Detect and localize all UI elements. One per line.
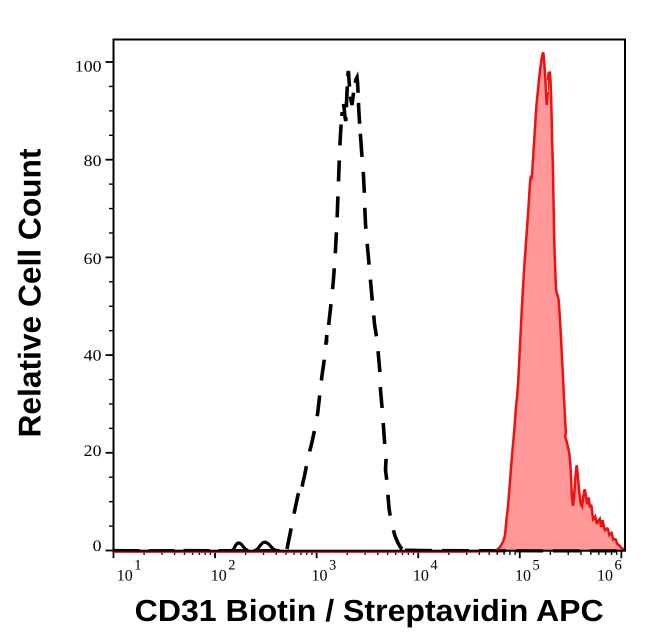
svg-text:20: 20 [84,443,102,460]
svg-text:CD31 Biotin / Streptavidin APC: CD31 Biotin / Streptavidin APC [135,594,604,628]
svg-text:40: 40 [84,348,102,365]
svg-text:80: 80 [84,153,102,170]
svg-text:100: 100 [75,58,102,75]
svg-text:Relative Cell Count: Relative Cell Count [11,148,47,438]
svg-text:0: 0 [93,538,102,555]
svg-text:60: 60 [84,251,102,268]
